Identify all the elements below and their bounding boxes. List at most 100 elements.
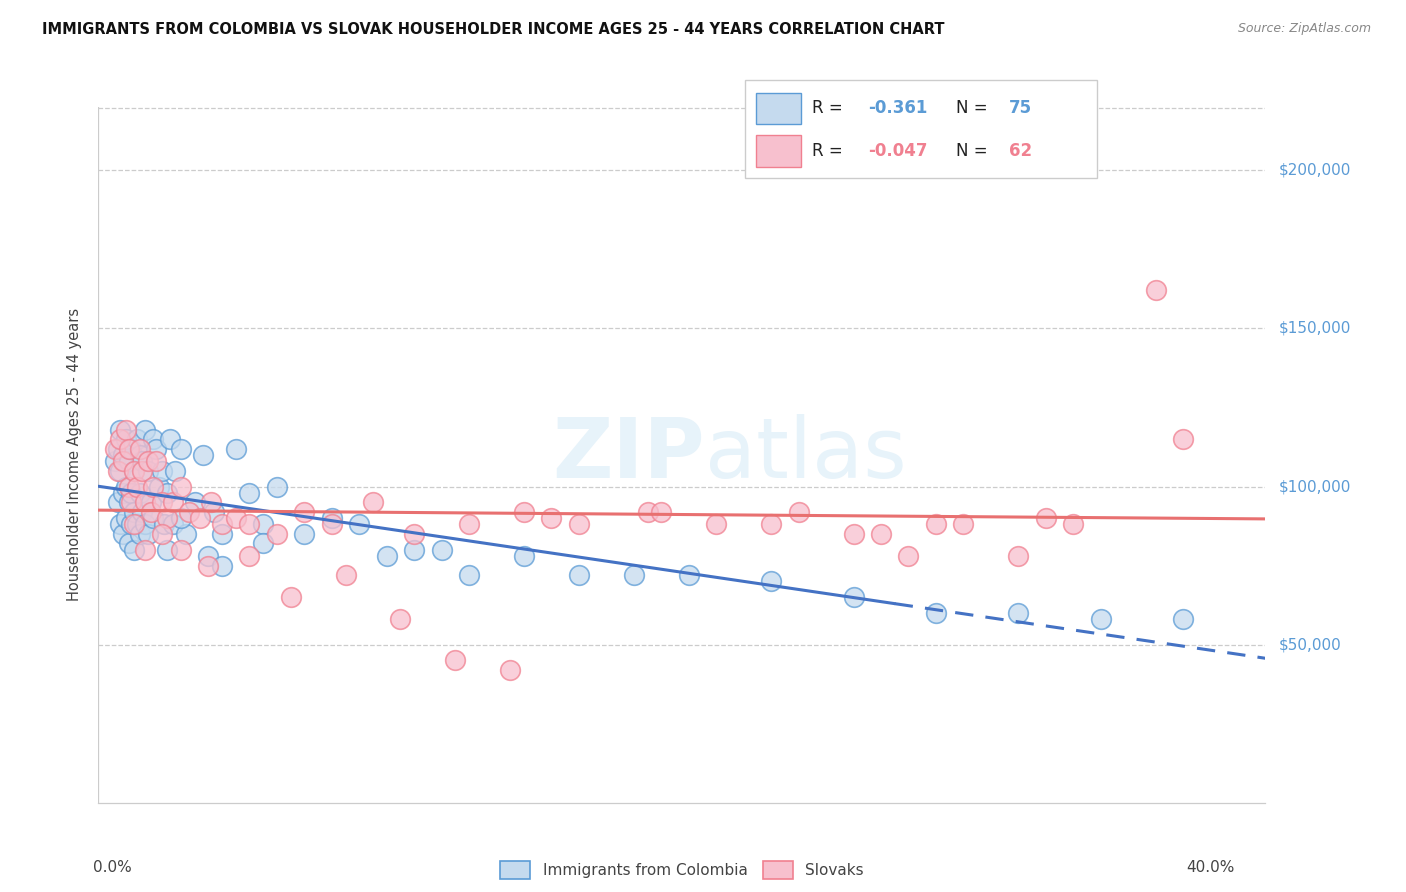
- Point: [104, 454, 127, 468]
- Point: [174, 527, 197, 541]
- Point: [170, 479, 193, 493]
- Point: [842, 527, 865, 541]
- Point: [156, 486, 179, 500]
- Point: [125, 517, 148, 532]
- Point: [191, 448, 214, 462]
- Legend: Immigrants from Colombia, Slovaks: Immigrants from Colombia, Slovaks: [499, 861, 865, 879]
- Point: [153, 517, 176, 532]
- Point: [280, 591, 302, 605]
- Point: [200, 495, 222, 509]
- Point: [197, 558, 219, 573]
- Point: [404, 542, 426, 557]
- Point: [128, 486, 150, 500]
- Point: [110, 464, 132, 478]
- Point: [952, 517, 974, 532]
- Point: [128, 442, 150, 456]
- Point: [150, 464, 173, 478]
- Point: [115, 479, 138, 493]
- Point: [139, 505, 162, 519]
- Text: -0.361: -0.361: [869, 99, 928, 117]
- Point: [112, 527, 135, 541]
- Point: [110, 432, 132, 446]
- Point: [170, 511, 193, 525]
- Text: $50,000: $50,000: [1279, 637, 1341, 652]
- Point: [225, 442, 247, 456]
- Point: [125, 479, 148, 493]
- Point: [112, 486, 135, 500]
- Point: [787, 505, 810, 519]
- Text: -0.047: -0.047: [869, 142, 928, 160]
- Text: IMMIGRANTS FROM COLOMBIA VS SLOVAK HOUSEHOLDER INCOME AGES 25 - 44 YEARS CORRELA: IMMIGRANTS FROM COLOMBIA VS SLOVAK HOUSE…: [42, 22, 945, 37]
- Point: [321, 511, 343, 525]
- Point: [165, 464, 187, 478]
- Point: [225, 511, 247, 525]
- Point: [404, 527, 426, 541]
- Point: [925, 606, 948, 620]
- Point: [136, 454, 159, 468]
- Point: [430, 542, 453, 557]
- Point: [120, 517, 142, 532]
- Point: [321, 517, 343, 532]
- Point: [112, 454, 135, 468]
- Point: [292, 505, 315, 519]
- FancyBboxPatch shape: [745, 80, 1097, 178]
- Point: [110, 517, 132, 532]
- Point: [183, 495, 205, 509]
- Point: [122, 517, 145, 532]
- Text: 40.0%: 40.0%: [1187, 860, 1234, 875]
- Text: ZIP: ZIP: [553, 415, 706, 495]
- Point: [170, 442, 193, 456]
- Point: [159, 432, 181, 446]
- Text: R =: R =: [813, 142, 848, 160]
- Point: [197, 549, 219, 563]
- Point: [170, 542, 193, 557]
- Point: [266, 479, 288, 493]
- Point: [107, 495, 129, 509]
- Point: [117, 536, 139, 550]
- Point: [136, 527, 159, 541]
- Point: [122, 464, 145, 478]
- Point: [131, 454, 153, 468]
- Point: [162, 517, 184, 532]
- Point: [211, 527, 233, 541]
- Point: [252, 517, 274, 532]
- Point: [870, 527, 893, 541]
- Point: [112, 448, 135, 462]
- Point: [128, 448, 150, 462]
- Point: [148, 479, 170, 493]
- Point: [107, 442, 129, 456]
- Text: 0.0%: 0.0%: [93, 860, 132, 875]
- Point: [134, 423, 156, 437]
- Point: [125, 432, 148, 446]
- Point: [1007, 606, 1029, 620]
- Point: [156, 511, 179, 525]
- Point: [375, 549, 398, 563]
- Point: [131, 464, 153, 478]
- Point: [389, 612, 412, 626]
- Text: 75: 75: [1010, 99, 1032, 117]
- Point: [499, 663, 522, 677]
- Point: [177, 505, 200, 519]
- Point: [115, 423, 138, 437]
- Point: [361, 495, 384, 509]
- Point: [115, 511, 138, 525]
- Point: [107, 464, 129, 478]
- Point: [117, 495, 139, 509]
- Point: [122, 464, 145, 478]
- Point: [513, 549, 536, 563]
- Point: [925, 517, 948, 532]
- Point: [252, 536, 274, 550]
- Point: [1171, 612, 1194, 626]
- Point: [142, 432, 165, 446]
- Point: [134, 517, 156, 532]
- Text: N =: N =: [956, 99, 993, 117]
- Point: [162, 495, 184, 509]
- Point: [134, 495, 156, 509]
- Point: [266, 527, 288, 541]
- Point: [156, 542, 179, 557]
- Point: [540, 511, 562, 525]
- Point: [568, 568, 591, 582]
- Point: [637, 505, 659, 519]
- Point: [704, 517, 727, 532]
- Point: [145, 454, 167, 468]
